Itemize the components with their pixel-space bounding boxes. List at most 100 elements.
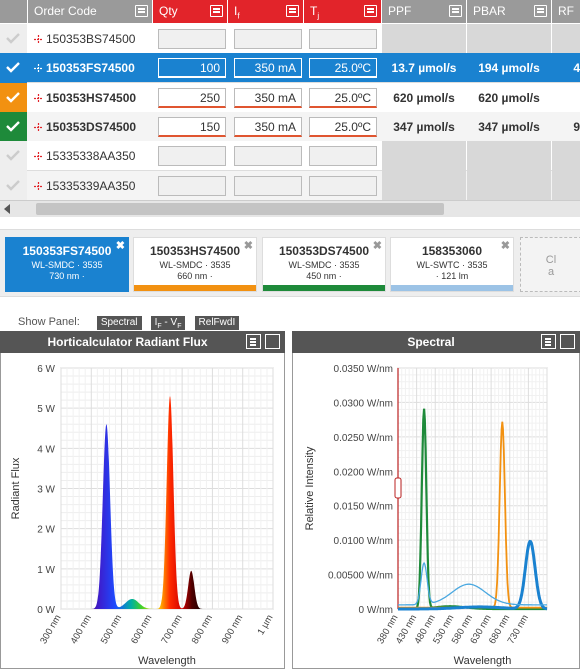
product-card[interactable]: 150353HS74500 WL-SMDC · 3535 660 nm · ✖ xyxy=(133,237,257,292)
card-title: 150353DS74500 xyxy=(278,244,370,258)
qty-input[interactable]: 150 xyxy=(158,116,226,137)
spectral-toggle[interactable]: Spectral xyxy=(96,316,142,330)
y-tick-label: 6 W xyxy=(37,364,55,375)
qty-input[interactable] xyxy=(158,175,226,196)
tj-input[interactable]: 25.0ºC xyxy=(309,58,377,79)
tj-input[interactable] xyxy=(309,146,377,167)
if-input[interactable] xyxy=(234,175,302,196)
drag-move-icon[interactable] xyxy=(34,142,43,162)
drag-move-icon[interactable] xyxy=(34,54,43,74)
column-menu-icon[interactable] xyxy=(534,5,547,17)
if-input[interactable] xyxy=(234,29,302,49)
column-menu-icon[interactable] xyxy=(449,5,462,17)
close-icon[interactable]: ✖ xyxy=(372,240,382,252)
tj-input[interactable]: 25.0ºC xyxy=(309,116,377,137)
table-row[interactable]: 150353BS74500 xyxy=(0,24,580,54)
qty-input[interactable] xyxy=(158,146,226,167)
row-checkbox[interactable] xyxy=(0,82,27,113)
close-icon[interactable]: ✖ xyxy=(500,240,510,252)
order-code-cell: 150353FS74500 xyxy=(28,53,152,83)
add-card-button[interactable]: Cl a xyxy=(520,237,580,292)
scrollbar-thumb[interactable] xyxy=(36,203,444,215)
qty-input[interactable]: 100 xyxy=(158,58,226,79)
pbar-cell: 620 µmol/s xyxy=(478,90,540,105)
ppf-cell xyxy=(382,170,466,201)
card-color-bar xyxy=(263,285,385,291)
check-icon xyxy=(6,150,20,161)
column-menu-icon[interactable] xyxy=(135,5,148,17)
rf-cell xyxy=(552,24,580,54)
if-input[interactable] xyxy=(234,146,302,167)
drag-move-icon[interactable] xyxy=(34,113,43,132)
card-color-bar xyxy=(134,285,256,291)
product-card[interactable]: 158353060 WL-SWTC · 3535 · 121 lm ✖ xyxy=(390,237,514,292)
qty-input[interactable]: 250 xyxy=(158,87,226,108)
if-input[interactable]: 350 mA xyxy=(234,58,302,79)
order-code-cell: 15335338AA350 xyxy=(28,141,152,171)
row-checkbox[interactable] xyxy=(0,53,27,84)
table-row[interactable]: 15335339AA350 xyxy=(0,170,580,201)
ppf-cell: 620 µmol/s xyxy=(393,90,455,105)
drag-move-icon[interactable] xyxy=(34,172,43,191)
y-tick-label: 0.0350 W/nm xyxy=(334,364,393,375)
horizontal-scrollbar[interactable] xyxy=(0,200,580,217)
header-rf[interactable]: RF xyxy=(552,0,580,23)
card-line2: 660 nm · xyxy=(177,271,213,281)
spectral-panel-title: Spectral xyxy=(292,331,580,353)
row-checkbox[interactable] xyxy=(0,141,27,172)
y-tick-label: 0 W xyxy=(37,605,55,616)
ppf-cell xyxy=(382,141,466,172)
column-menu-icon[interactable] xyxy=(364,5,377,17)
tj-input[interactable] xyxy=(309,29,377,49)
x-tick-label: 500 nm xyxy=(99,613,124,646)
rf-cell: 4 xyxy=(573,61,580,76)
panel-maximize-button[interactable] xyxy=(560,334,575,349)
x-tick-label: 600 nm xyxy=(129,613,154,646)
tj-input[interactable]: 25.0ºC xyxy=(309,87,377,108)
header-tj[interactable]: Tj xyxy=(304,0,381,23)
row-checkbox[interactable] xyxy=(0,24,27,54)
tj-input[interactable] xyxy=(309,175,377,196)
header-if[interactable]: If xyxy=(228,0,303,23)
check-icon xyxy=(6,179,20,191)
product-card[interactable]: 150353FS74500 WL-SMDC · 3535 730 nm · ✖ xyxy=(5,237,129,292)
y-tick-label: 0.0200 W/nm xyxy=(334,467,393,478)
panel-menu-button[interactable] xyxy=(541,334,556,349)
row-checkbox[interactable] xyxy=(0,170,27,201)
header-order-code[interactable]: Order Code xyxy=(28,0,152,23)
column-menu-icon[interactable] xyxy=(210,5,223,17)
row-checkbox[interactable] xyxy=(0,111,27,142)
ppf-cell: 347 µmol/s xyxy=(393,119,455,134)
radiant-flux-chart: 0 W 1 W 2 W 3 W 4 W 5 W 6 W 300 nm 400 nm 500 nm 6… xyxy=(10,364,276,667)
header-qty[interactable]: Qty xyxy=(153,0,227,23)
column-menu-icon[interactable] xyxy=(286,5,299,17)
card-line1: WL-SMDC · 3535 xyxy=(31,260,103,270)
rf-cell xyxy=(552,170,580,201)
close-icon[interactable]: ✖ xyxy=(243,240,253,252)
panel-menu-button[interactable] xyxy=(246,334,261,349)
if-vf-toggle[interactable]: IF - VF xyxy=(150,316,186,330)
close-icon[interactable]: ✖ xyxy=(115,240,125,252)
card-color-bar xyxy=(391,285,513,291)
product-card[interactable]: 150353DS74500 WL-SMDC · 3535 450 nm · ✖ xyxy=(262,237,386,292)
y-tick-label: 0.00500 W/nm xyxy=(328,571,393,582)
table-row[interactable]: 150353FS74500 100 350 mA 25.0ºC 13.7 µmol/s 1… xyxy=(0,53,580,84)
panel-maximize-button[interactable] xyxy=(265,334,280,349)
check-icon xyxy=(6,62,20,73)
relfwdi-toggle[interactable]: RelFwdI xyxy=(194,316,240,330)
drag-move-icon[interactable] xyxy=(34,25,43,44)
qty-input[interactable] xyxy=(158,29,226,49)
table-row[interactable]: 15335338AA350 xyxy=(0,141,580,172)
spectral-series-line xyxy=(398,539,548,611)
table-row[interactable]: 150353DS74500 150 350 mA 25.0ºC 347 µmol/s 34… xyxy=(0,111,580,142)
pbar-cell xyxy=(467,24,551,54)
header-pbar[interactable]: PBAR xyxy=(467,0,551,23)
scroll-left-button[interactable] xyxy=(4,204,10,214)
header-select-col xyxy=(0,0,27,23)
card-line1: WL-SWTC · 3535 xyxy=(416,260,488,270)
table-row[interactable]: 150353HS74500 250 350 mA 25.0ºC 620 µmol/s 62… xyxy=(0,82,580,113)
if-input[interactable]: 350 mA xyxy=(234,116,302,137)
if-input[interactable]: 350 mA xyxy=(234,87,302,108)
header-ppf[interactable]: PPF xyxy=(382,0,466,23)
drag-move-icon[interactable] xyxy=(34,84,43,103)
